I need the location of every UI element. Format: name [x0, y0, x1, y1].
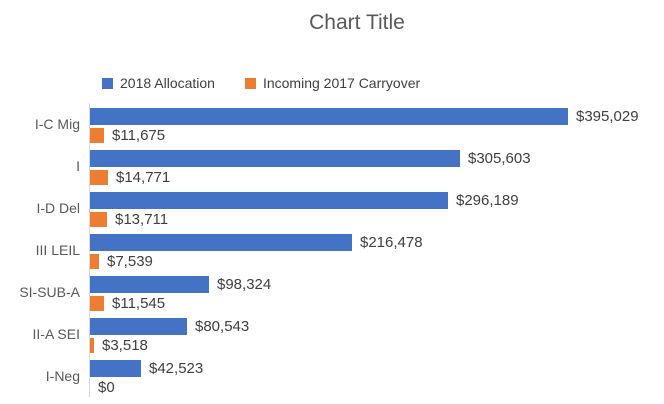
legend-item-2017-carryover: Incoming 2017 Carryover [244, 75, 421, 91]
value-label: $216,478 [360, 234, 423, 251]
bar-2018-allocation [90, 318, 187, 335]
legend-swatch-blue-icon [102, 77, 113, 89]
category-row: $296,189 $13,711 [90, 187, 664, 229]
category-row: $395,029 $11,675 [90, 103, 664, 145]
category-label: I-C Mig [34, 116, 80, 132]
bar-2017-carryover [90, 338, 94, 353]
category-label: I-D Del [36, 200, 80, 216]
legend-swatch-orange-icon [244, 77, 256, 89]
category-label: SI-SUB-A [19, 284, 80, 300]
value-label: $305,603 [468, 150, 531, 167]
value-label: $42,523 [149, 360, 204, 377]
bar-2018-allocation [90, 234, 352, 251]
category-axis: I-C Mig I I-D Del III LEIL SI-SUB-A II-A SEI I… [0, 103, 80, 397]
value-label: $11,545 [112, 295, 166, 312]
category-label: I [76, 158, 80, 174]
category-row: $216,478 $7,539 [90, 229, 664, 271]
legend-label: Incoming 2017 Carryover [262, 75, 421, 91]
bar-2017-carryover [90, 170, 108, 185]
category-row: $305,603 $14,771 [90, 145, 664, 187]
category-row: $98,324 $11,545 [90, 271, 664, 313]
value-label: $14,771 [116, 169, 171, 186]
value-label: $11,675 [112, 127, 166, 144]
value-label: $98,324 [217, 276, 272, 293]
value-label: $7,539 [107, 253, 153, 270]
value-label: $395,029 [576, 108, 639, 125]
category-label: I-Neg [45, 368, 80, 384]
bar-2017-carryover [90, 212, 107, 227]
bar-2017-carryover [90, 128, 104, 143]
bar-2018-allocation [90, 276, 209, 293]
value-label: $13,711 [115, 211, 169, 228]
legend: 2018 Allocation Incoming 2017 Carryover [102, 75, 420, 91]
category-row: $42,523 $0 [90, 355, 664, 397]
chart-title: Chart Title [309, 11, 405, 34]
bar-2018-allocation [90, 360, 141, 377]
plot-area: $395,029 $11,675 $305,603 $14,771 $296,189 $1… [89, 103, 664, 397]
legend-label: 2018 Allocation [120, 75, 215, 91]
value-label: $3,518 [102, 337, 148, 354]
value-label: $80,543 [195, 318, 250, 335]
category-label: III LEIL [35, 242, 80, 258]
category-row: $80,543 $3,518 [90, 313, 664, 355]
bar-2017-carryover [90, 296, 104, 311]
value-label: $0 [98, 379, 115, 396]
category-label: II-A SEI [32, 326, 80, 342]
legend-item-2018-allocation: 2018 Allocation [102, 75, 215, 91]
bar-2018-allocation [90, 108, 568, 125]
value-label: $296,189 [456, 192, 519, 209]
bar-2017-carryover [90, 254, 99, 269]
bar-2018-allocation [90, 192, 448, 209]
bar-2018-allocation [90, 150, 460, 167]
